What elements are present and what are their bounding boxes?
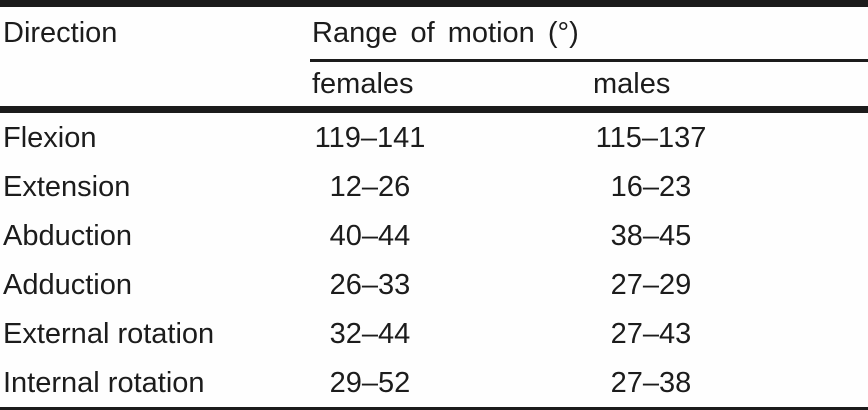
column-header-males: males [591,60,868,113]
males-value-cell: 27–29 [591,260,868,309]
column-group-header-range-of-motion: Range of motion (°) [310,3,868,62]
range-value: 27–29 [610,268,692,301]
females-value-cell: 32–44 [310,309,591,358]
range-value: 40–44 [329,219,411,252]
table-row: External rotation 32–44 27–43 [0,309,868,358]
females-value-cell: 12–26 [310,162,591,211]
males-value-cell: 16–23 [591,162,868,211]
table-row: Internal rotation 29–52 27–38 [0,358,868,410]
males-value-cell: 38–45 [591,211,868,260]
range-value: 27–38 [610,366,692,399]
females-value-cell: 29–52 [310,358,591,410]
table-row: Extension 12–26 16–23 [0,162,868,211]
table-row: Flexion 119–141 115–137 [0,110,868,163]
range-value: 16–23 [610,170,692,203]
range-value: 12–26 [329,170,411,203]
range-value: 27–43 [610,317,692,350]
range-value: 26–33 [329,268,411,301]
males-value-cell: 115–137 [591,110,868,163]
range-value: 32–44 [329,317,411,350]
females-value-cell: 26–33 [310,260,591,309]
table-row: Abduction 40–44 38–45 [0,211,868,260]
direction-label: Flexion [3,121,97,154]
range-value: 115–137 [595,121,707,154]
range-value: 29–52 [329,366,411,399]
direction-label: Abduction [3,219,132,252]
column-header-direction: Direction [0,3,310,113]
table-row: Adduction 26–33 27–29 [0,260,868,309]
range-value: 38–45 [610,219,692,252]
header-row-sub: females males [0,60,868,113]
males-value-cell: 27–43 [591,309,868,358]
direction-label: Internal rotation [3,366,205,399]
females-value-cell: 40–44 [310,211,591,260]
range-value: 119–141 [314,121,426,154]
header-row-group: Direction Range of motion (°) [0,3,868,113]
column-header-females: females [310,60,591,113]
males-value-cell: 27–38 [591,358,868,410]
direction-label: Adduction [3,268,132,301]
females-value-cell: 119–141 [310,110,591,163]
direction-label: Extension [3,170,131,203]
direction-label: External rotation [3,317,215,350]
